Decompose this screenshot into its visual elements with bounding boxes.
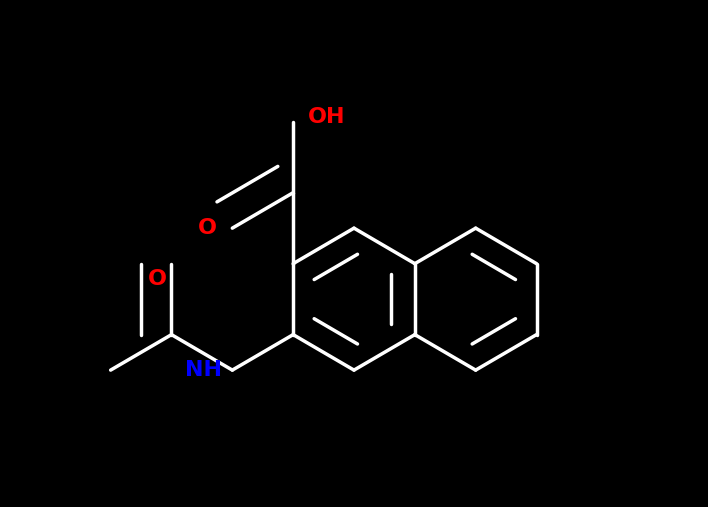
Text: NH: NH <box>185 360 222 380</box>
Text: O: O <box>147 269 166 288</box>
Text: OH: OH <box>309 106 346 127</box>
Text: O: O <box>198 218 217 238</box>
